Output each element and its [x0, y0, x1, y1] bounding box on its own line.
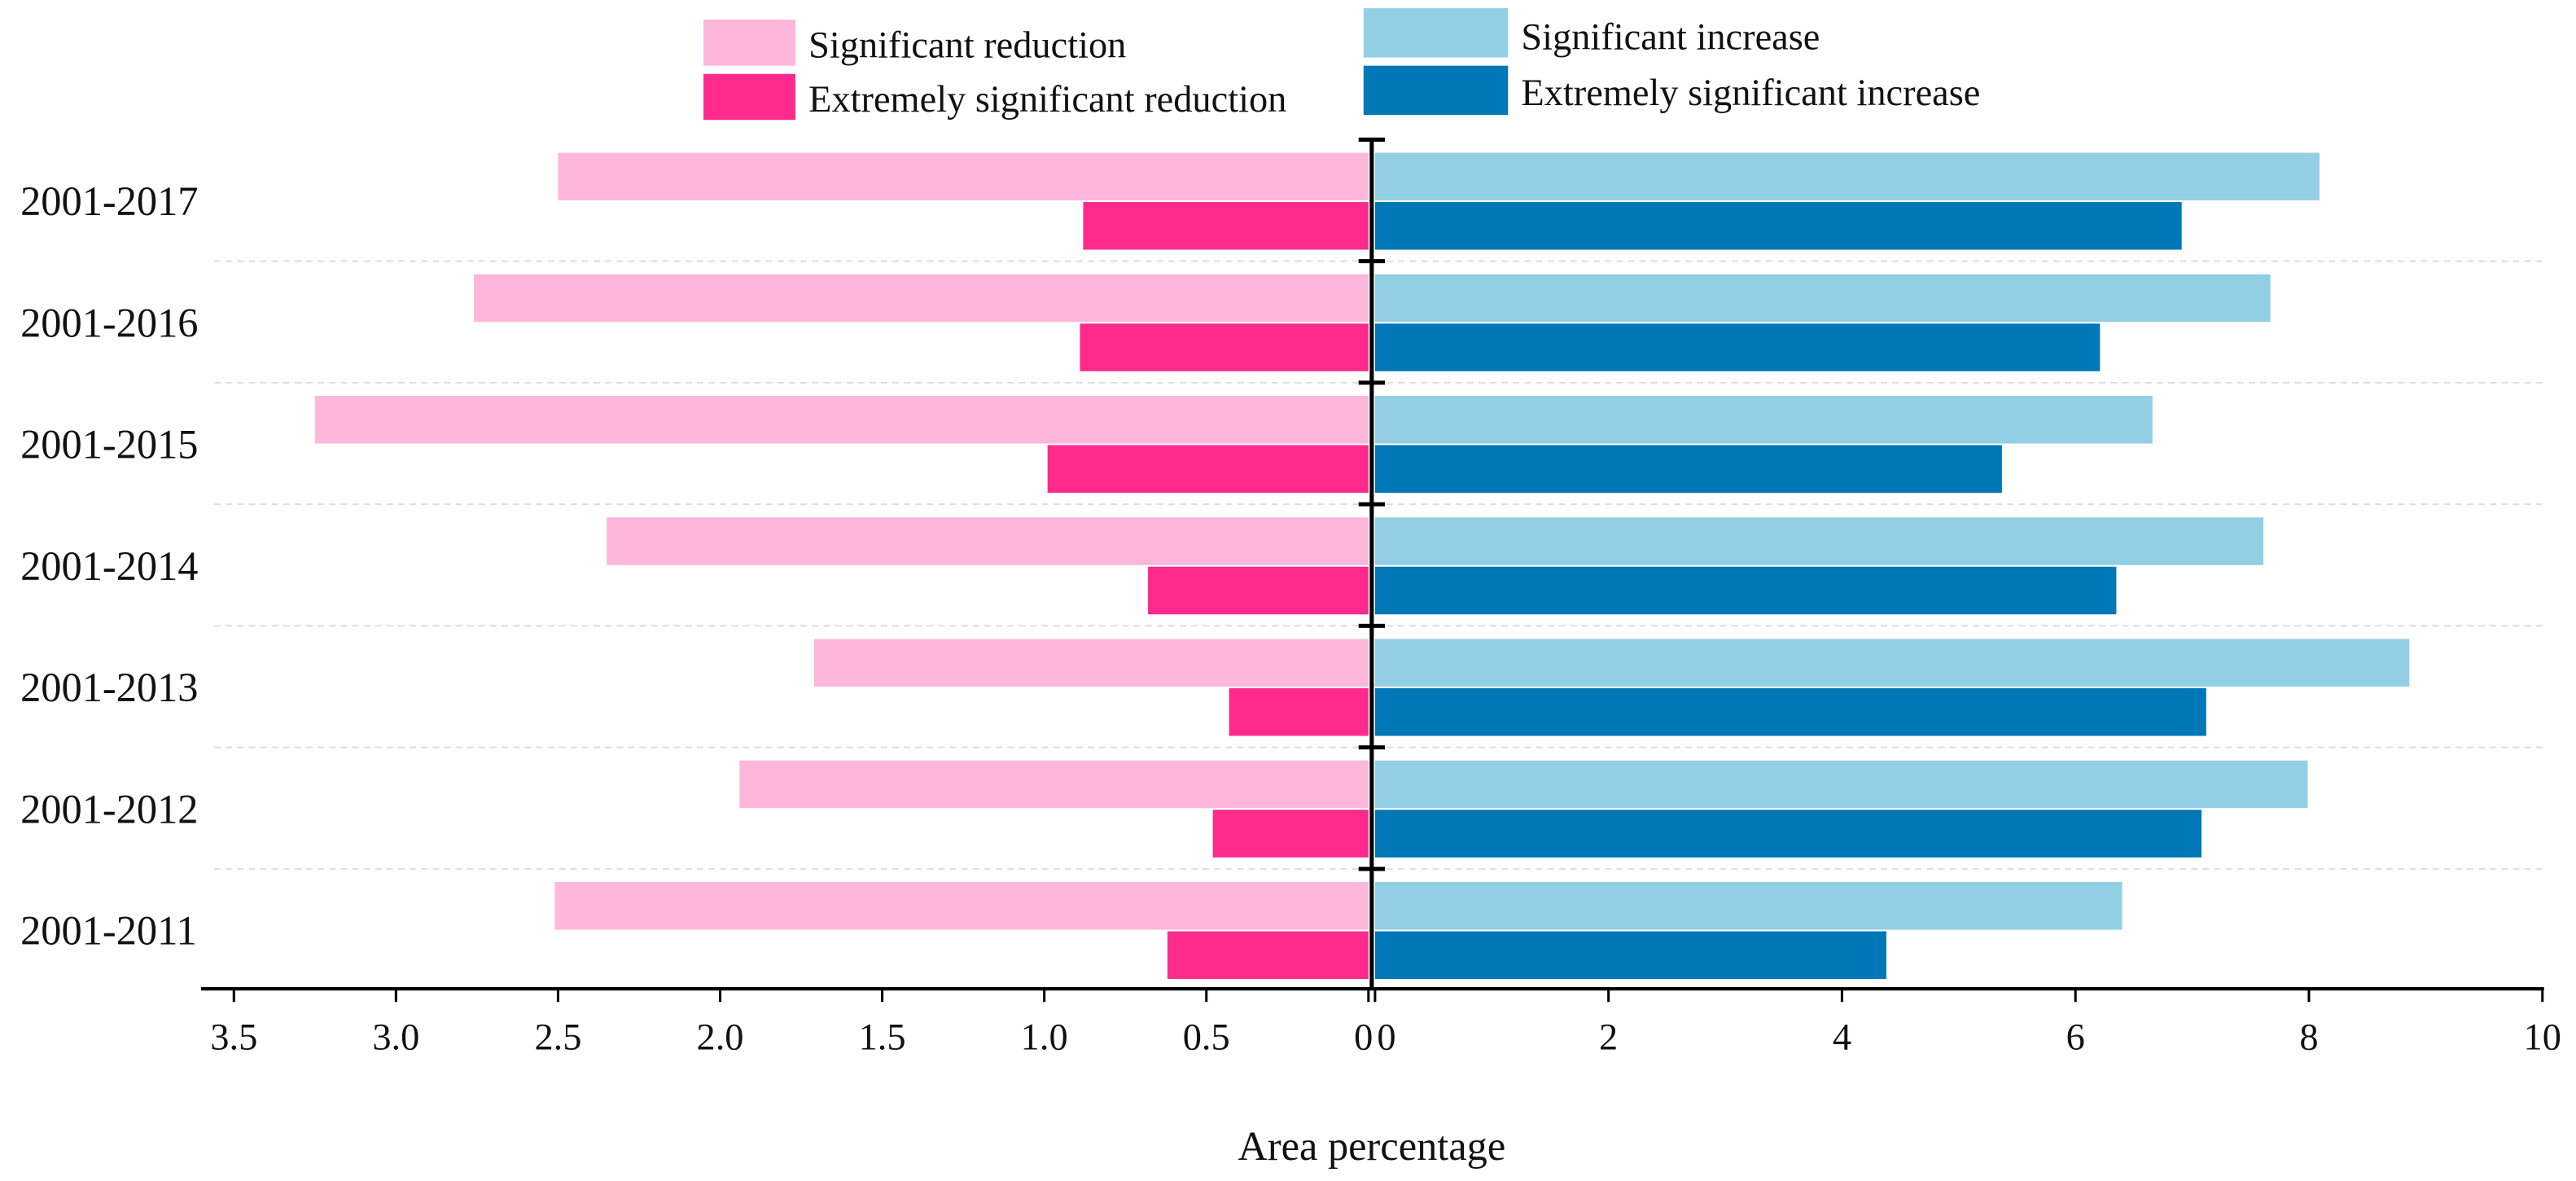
bar-extremely-significant-reduction [1212, 810, 1369, 858]
legend-swatch [1363, 8, 1509, 58]
legend-swatch [703, 20, 795, 66]
bar-significant-increase [1374, 274, 2271, 323]
bar-significant-increase [1374, 639, 2410, 687]
legend-swatch [1363, 65, 1509, 116]
bar-extremely-significant-reduction [1229, 687, 1369, 736]
legend-label: Significant reduction [808, 25, 1126, 67]
bar-significant-increase [1374, 152, 2320, 201]
x-axis-label: Area percentage [1238, 1123, 1505, 1169]
left-axis-tick-label: 2.5 [534, 1017, 581, 1059]
bar-extremely-significant-reduction [1148, 566, 1369, 615]
bar-extremely-significant-increase [1374, 931, 1886, 979]
right-axis-tick-label: 10 [2524, 1017, 2561, 1059]
legend-label: Extremely significant reduction [808, 79, 1286, 121]
category-labels: 2001-2017 2001-2016 2001-2015 2001-2014 2001… [20, 178, 198, 953]
axes: 3.5 3.0 2.5 2.0 1.5 1.0 0.5 0 0 2 4 6 8 10 [200, 137, 2561, 1059]
bar-extremely-significant-increase [1374, 445, 2002, 494]
legend-label: Extremely significant increase [1521, 72, 1980, 114]
bar-significant-increase [1374, 881, 2123, 930]
left-axis-tick-label: 0.5 [1183, 1017, 1230, 1059]
bar-significant-reduction [554, 881, 1369, 930]
category-label: 2001-2014 [20, 543, 198, 589]
bar-significant-reduction [739, 760, 1369, 809]
bar-significant-reduction [607, 517, 1369, 565]
bar-significant-reduction [813, 639, 1369, 687]
category-label: 2001-2012 [20, 786, 198, 832]
legend-swatch [703, 73, 795, 121]
left-axis-tick-label: 2.0 [697, 1017, 744, 1059]
bar-significant-reduction [473, 274, 1369, 323]
bar-extremely-significant-increase [1374, 566, 2117, 615]
right-axis-tick-label: 0 [1377, 1017, 1395, 1059]
left-axis-tick-label: 1.5 [859, 1017, 906, 1059]
bar-extremely-significant-reduction [1083, 202, 1369, 250]
bar-significant-increase [1374, 396, 2153, 444]
bar-extremely-significant-increase [1374, 810, 2202, 858]
left-axis-tick-label: 3.0 [372, 1017, 419, 1059]
bar-extremely-significant-reduction [1080, 323, 1369, 371]
bar-significant-reduction [558, 152, 1369, 201]
category-label: 2001-2017 [20, 178, 198, 224]
bar-significant-reduction [314, 396, 1369, 444]
left-axis-tick-label: 0 [1354, 1017, 1373, 1059]
right-axis-tick-label: 6 [2066, 1017, 2085, 1059]
category-label: 2001-2015 [20, 422, 198, 468]
legend-label: Significant increase [1521, 17, 1820, 59]
bar-extremely-significant-reduction [1047, 445, 1369, 494]
category-label: 2001-2013 [20, 665, 198, 710]
right-axis-tick-label: 8 [2299, 1017, 2318, 1059]
bar-significant-increase [1374, 517, 2264, 565]
legend: Significant reduction Extremely significa… [703, 8, 1980, 121]
bar-extremely-significant-increase [1374, 687, 2206, 736]
right-axis-tick-label: 2 [1599, 1017, 1618, 1059]
right-axis-tick-label: 4 [1833, 1017, 1851, 1059]
left-axis-tick-label: 1.0 [1021, 1017, 1068, 1059]
bar-extremely-significant-increase [1374, 202, 2182, 250]
left-axis-tick-label: 3.5 [210, 1017, 257, 1059]
category-label: 2001-2016 [20, 300, 198, 345]
bar-extremely-significant-increase [1374, 323, 2101, 371]
bar-extremely-significant-reduction [1167, 931, 1369, 979]
bar-significant-increase [1374, 760, 2308, 809]
category-label: 2001-2011 [20, 908, 197, 954]
bars [314, 152, 2410, 979]
